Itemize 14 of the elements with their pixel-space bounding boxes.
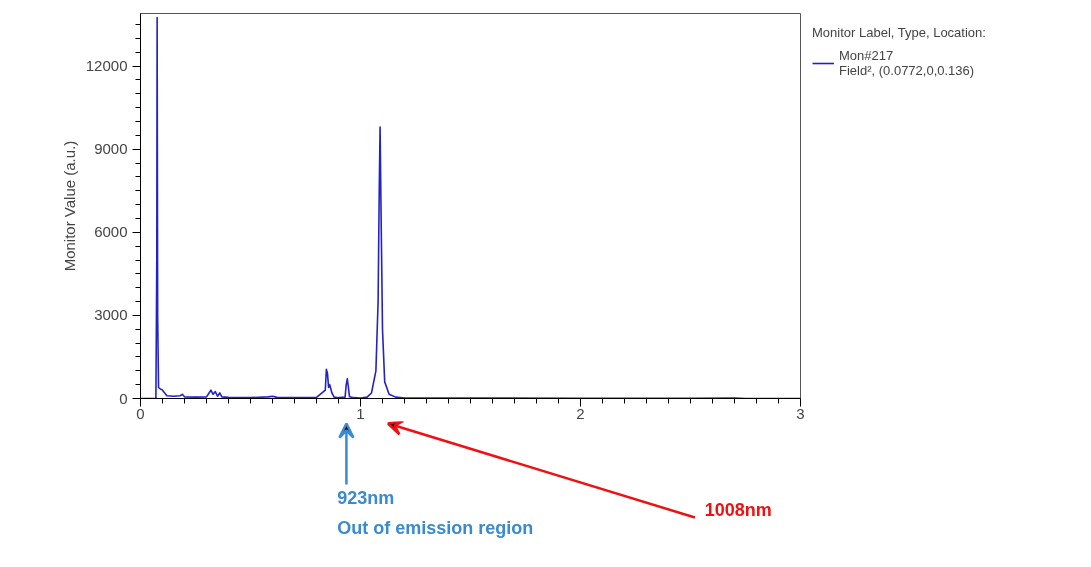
text: 1008nm <box>704 499 772 520</box>
y-axis-title: Monitor Value (a.u.) <box>60 140 78 272</box>
y-tick-label: 6000 <box>94 223 128 241</box>
y-tick-label: 12000 <box>85 57 128 75</box>
x-tick-label: 2 <box>576 404 585 422</box>
y-tick-label: 9000 <box>94 140 128 158</box>
y-tick-label: 3000 <box>94 306 128 324</box>
x-tick-label: 1 <box>356 404 365 422</box>
text: 923nm Out of emission region <box>337 487 534 538</box>
y-tick-label: 0 <box>119 389 128 407</box>
x-tick-label: 3 <box>796 404 805 422</box>
legend-title: Monitor Label, Type, Location: <box>812 25 986 40</box>
legend-label: Mon#217 Field², (0.0772,0,0.136) <box>839 47 975 80</box>
x-tick-label: 0 <box>136 404 145 422</box>
